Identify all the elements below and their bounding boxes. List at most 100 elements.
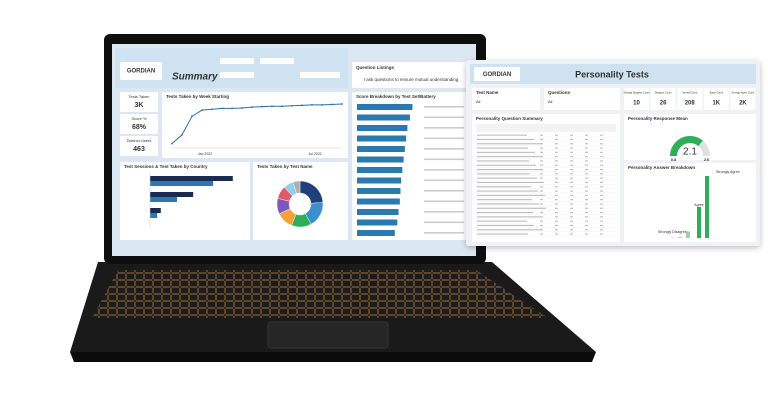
cell bbox=[585, 220, 588, 222]
cell bbox=[585, 224, 588, 226]
cell bbox=[600, 169, 603, 171]
cell bbox=[585, 194, 588, 196]
cell bbox=[570, 212, 573, 214]
cell bbox=[600, 199, 603, 201]
cell bbox=[570, 207, 573, 209]
row-text bbox=[477, 229, 541, 231]
kpi-label: Strongly Agree Count bbox=[732, 92, 755, 95]
bar-taken bbox=[150, 197, 177, 202]
gauge-min: 0.8 bbox=[671, 157, 677, 162]
cell bbox=[585, 151, 588, 153]
bar-taken bbox=[150, 181, 213, 186]
cell bbox=[600, 207, 603, 209]
kpi-value: 10 bbox=[633, 101, 640, 107]
row-text bbox=[477, 138, 534, 140]
panel-title: Personality Question Summary bbox=[476, 116, 543, 121]
cell bbox=[570, 194, 573, 196]
score-bar bbox=[357, 135, 407, 142]
row-text bbox=[477, 207, 546, 209]
cell bbox=[555, 207, 558, 209]
point bbox=[251, 106, 253, 108]
bar-sessions bbox=[150, 208, 161, 213]
filter-card bbox=[472, 88, 540, 110]
cell bbox=[585, 229, 588, 231]
slicer bbox=[260, 58, 294, 64]
bar-label: Strongly Agree bbox=[716, 170, 740, 174]
cell bbox=[570, 186, 573, 188]
row-text bbox=[477, 177, 537, 179]
panel-title: Personality Response Mean bbox=[628, 116, 688, 121]
cell bbox=[555, 169, 558, 171]
cell bbox=[600, 186, 603, 188]
label-placeholder bbox=[424, 127, 464, 129]
cell bbox=[600, 203, 603, 205]
cell bbox=[585, 203, 588, 205]
row-text bbox=[477, 203, 539, 205]
cell bbox=[540, 207, 543, 209]
cell bbox=[570, 181, 573, 183]
row-text bbox=[477, 169, 543, 171]
score-bar bbox=[357, 198, 400, 205]
cell bbox=[600, 147, 603, 149]
cell bbox=[600, 233, 603, 235]
donut-slice bbox=[292, 180, 301, 194]
cell bbox=[540, 138, 543, 140]
point bbox=[191, 115, 193, 118]
keyboard bbox=[92, 270, 548, 318]
cell bbox=[540, 229, 543, 231]
slicer bbox=[300, 72, 340, 78]
score-bar bbox=[357, 219, 398, 226]
cell bbox=[540, 190, 543, 192]
kpi-label: Distinct Users bbox=[127, 138, 152, 143]
cell bbox=[570, 216, 573, 218]
row-text bbox=[477, 216, 540, 218]
bar-taken bbox=[150, 213, 158, 218]
kpi-label: Score % bbox=[131, 116, 147, 121]
cell bbox=[540, 160, 543, 162]
personality-dashboard: GORDIAN Personality Tests Personality Qu… bbox=[466, 60, 760, 246]
cell bbox=[570, 233, 573, 235]
label-placeholder bbox=[424, 106, 464, 108]
label-placeholder bbox=[424, 221, 464, 224]
cell bbox=[540, 224, 543, 226]
label-placeholder bbox=[424, 211, 464, 213]
cell bbox=[585, 138, 588, 140]
cell bbox=[540, 233, 543, 235]
point bbox=[291, 104, 293, 107]
cell bbox=[600, 151, 603, 153]
cell bbox=[600, 190, 603, 192]
score-bar bbox=[357, 188, 401, 194]
cell bbox=[585, 181, 588, 183]
kpi-label: Strongly Disagree Count bbox=[623, 92, 649, 95]
point bbox=[341, 103, 343, 105]
cell bbox=[570, 138, 573, 140]
cell bbox=[555, 190, 558, 192]
logo-box bbox=[120, 62, 162, 80]
panel-title: Tests Taken by Test Name bbox=[257, 164, 313, 169]
cell bbox=[570, 199, 573, 201]
score-bar bbox=[357, 125, 408, 131]
gauge-max: 2.6 bbox=[704, 157, 710, 162]
cell bbox=[555, 138, 558, 140]
kpi-value: 2K bbox=[739, 101, 747, 107]
point bbox=[331, 103, 333, 106]
cell bbox=[540, 203, 543, 205]
cell bbox=[600, 194, 603, 196]
row-text bbox=[477, 224, 534, 226]
label-placeholder bbox=[424, 137, 464, 140]
kpi-label: Agree Count bbox=[710, 92, 724, 95]
point bbox=[171, 142, 173, 145]
row-text bbox=[477, 134, 527, 136]
cell bbox=[585, 156, 588, 158]
row-text bbox=[477, 194, 545, 196]
cell bbox=[570, 147, 573, 149]
answer-bar bbox=[705, 176, 709, 238]
laptop-front bbox=[70, 352, 596, 362]
logo: GORDIAN bbox=[483, 72, 511, 78]
cell bbox=[540, 147, 543, 149]
cell bbox=[570, 190, 573, 192]
panel-title: Question Listings bbox=[356, 65, 394, 70]
cell bbox=[555, 216, 558, 218]
score-bar bbox=[357, 146, 405, 152]
cell bbox=[540, 220, 543, 222]
